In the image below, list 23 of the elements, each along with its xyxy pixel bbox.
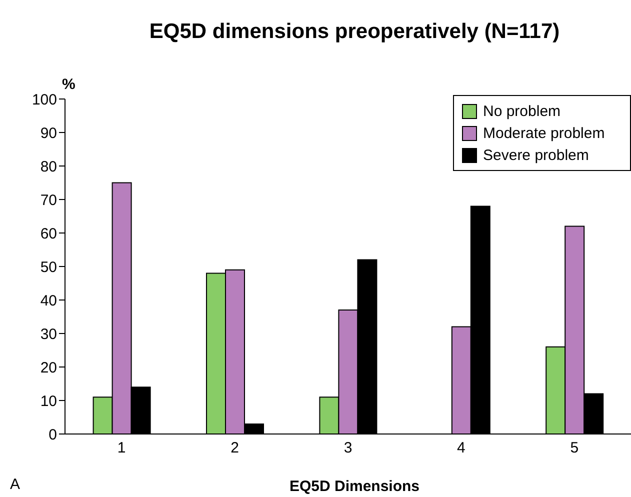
legend-label: Severe problem: [483, 146, 589, 164]
y-tick-label: 0: [48, 426, 57, 444]
y-tick-label: 90: [40, 124, 57, 142]
legend-label: Moderate problem: [483, 124, 605, 142]
y-tick-label: 20: [40, 359, 57, 376]
y-tick-label: 50: [40, 258, 57, 276]
text: A: [10, 476, 20, 493]
y-tick-label: 30: [40, 326, 57, 343]
y-tick-label: 60: [40, 225, 57, 242]
y-tick-label: 80: [40, 158, 57, 176]
legend-label: No problem: [483, 102, 561, 120]
x-tick-label: 2: [230, 440, 239, 457]
x-tick-label: 3: [344, 440, 352, 457]
y-tick-label: 100: [32, 91, 57, 108]
x-axis-title: EQ5D Dimensions: [289, 478, 420, 495]
x-tick-label: 1: [117, 440, 126, 457]
x-tick-label: 4: [457, 440, 466, 457]
y-tick-label: 40: [40, 292, 57, 310]
y-tick-label: 70: [40, 192, 57, 209]
y-tick-label: 10: [40, 392, 57, 410]
chart-title: EQ5D dimensions preoperatively (N=117): [148, 20, 561, 44]
y-axis-title: %: [62, 76, 76, 93]
x-tick-label: 5: [570, 440, 579, 457]
